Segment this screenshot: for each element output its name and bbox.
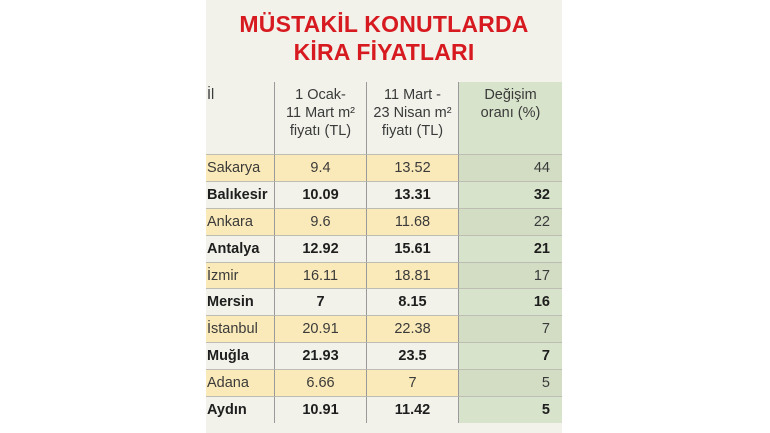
- province-cell: Mersin: [206, 288, 274, 315]
- change-rate-cell: 5: [458, 369, 562, 397]
- price-period-1-cell: 9.4: [274, 154, 366, 181]
- change-rate-cell: 21: [458, 234, 562, 262]
- province-cell: Aydın: [206, 396, 274, 423]
- table-row: Ankara 9.6 11.68 22: [206, 207, 562, 235]
- change-rate-cell: 7: [458, 342, 562, 370]
- change-rate-cell: 5: [458, 396, 562, 423]
- table-row: Antalya 12.92 15.61 21: [206, 234, 562, 262]
- price-period-2-cell: 22.38: [366, 315, 458, 343]
- province-cell: Adana: [206, 369, 274, 397]
- table-row: Muğla 21.93 23.5 7: [206, 342, 562, 370]
- table-row: Balıkesir 10.09 13.31 32: [206, 180, 562, 208]
- price-period-2-cell: 13.52: [366, 154, 458, 181]
- header-province: İl: [206, 82, 274, 154]
- price-period-2-cell: 7: [366, 369, 458, 397]
- province-cell: Ankara: [206, 207, 274, 235]
- header-change-rate-line-2: oranı (%): [480, 105, 541, 121]
- price-period-1-cell: 7: [274, 288, 366, 316]
- price-period-1-cell: 21.93: [274, 342, 366, 370]
- header-price-period-1-line-2: 11 Mart m²: [285, 105, 356, 121]
- province-cell: Balıkesir: [206, 180, 274, 208]
- province-cell: Muğla: [206, 342, 274, 369]
- header-change-rate-line-1: Değişim: [484, 87, 537, 103]
- header-price-period-2-line-3: fiyatı (TL): [381, 123, 444, 139]
- header-price-period-1: 1 Ocak- 11 Mart m² fiyatı (TL): [274, 82, 366, 154]
- chart-title-line-2: KİRA FİYATLARI: [293, 39, 475, 65]
- header-price-period-1-line-3: fiyatı (TL): [289, 123, 352, 139]
- table-header: İl 1 Ocak- 11 Mart m² fiyatı (TL) 11 Mar…: [206, 82, 562, 154]
- price-period-2-cell: 8.15: [366, 288, 458, 316]
- price-period-1-cell: 9.6: [274, 207, 366, 235]
- price-period-2-cell: 23.5: [366, 342, 458, 370]
- rent-price-table: İl 1 Ocak- 11 Mart m² fiyatı (TL) 11 Mar…: [206, 82, 562, 423]
- table-row: Adana 6.66 7 5: [206, 369, 562, 397]
- chart-panel: MÜSTAKİL KONUTLARDA KİRA FİYATLARI İl 1 …: [206, 0, 562, 433]
- change-rate-cell: 44: [458, 154, 562, 181]
- header-province-label: İl: [207, 87, 215, 103]
- price-period-1-cell: 6.66: [274, 369, 366, 397]
- header-price-period-2-line-2: 23 Nisan m²: [373, 105, 452, 121]
- header-price-period-2-line-1: 11 Mart -: [384, 87, 441, 103]
- price-period-2-cell: 13.31: [366, 180, 458, 208]
- price-period-1-cell: 10.09: [274, 180, 366, 208]
- price-period-1-cell: 12.92: [274, 234, 366, 262]
- header-price-period-1-line-1: 1 Ocak-: [295, 87, 346, 103]
- price-period-2-cell: 11.68: [366, 207, 458, 235]
- chart-title-line-1: MÜSTAKİL KONUTLARDA: [239, 11, 529, 37]
- price-period-1-cell: 20.91: [274, 315, 366, 343]
- province-cell: İstanbul: [206, 315, 274, 343]
- province-cell: Antalya: [206, 234, 274, 262]
- change-rate-cell: 22: [458, 207, 562, 235]
- price-period-1-cell: 10.91: [274, 396, 366, 423]
- table-row: Mersin 7 8.15 16: [206, 288, 562, 316]
- province-cell: İzmir: [206, 261, 274, 289]
- change-rate-cell: 16: [458, 288, 562, 316]
- header-price-period-2: 11 Mart - 23 Nisan m² fiyatı (TL): [366, 82, 458, 154]
- change-rate-cell: 17: [458, 261, 562, 289]
- table-row: İstanbul 20.91 22.38 7: [206, 315, 562, 343]
- table-row: İzmir 16.11 18.81 17: [206, 261, 562, 289]
- price-period-2-cell: 18.81: [366, 261, 458, 289]
- change-rate-cell: 7: [458, 315, 562, 343]
- table-body: Sakarya 9.4 13.52 44 Balıkesir 10.09 13.31 32 An…: [206, 154, 562, 423]
- table-row: Sakarya 9.4 13.52 44: [206, 154, 562, 181]
- price-period-1-cell: 16.11: [274, 261, 366, 289]
- chart-title: MÜSTAKİL KONUTLARDA KİRA FİYATLARI: [206, 10, 562, 66]
- table-row: Aydın 10.91 11.42 5: [206, 396, 562, 423]
- header-change-rate: Değişim oranı (%): [458, 82, 562, 154]
- price-period-2-cell: 11.42: [366, 396, 458, 423]
- price-period-2-cell: 15.61: [366, 234, 458, 262]
- change-rate-cell: 32: [458, 180, 562, 208]
- province-cell: Sakarya: [206, 154, 274, 181]
